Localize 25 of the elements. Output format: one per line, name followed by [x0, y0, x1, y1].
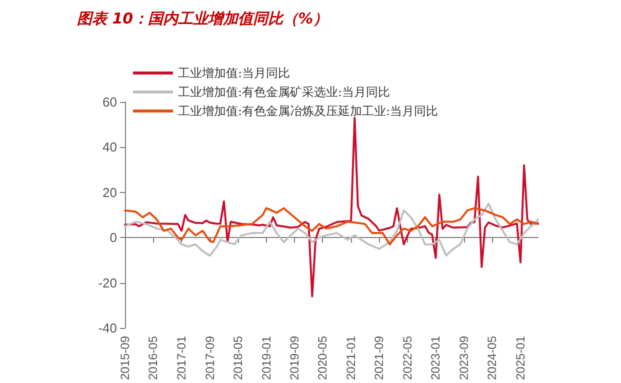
legend-label: 工业增加值:有色金属冶炼及压延加工业:当月同比 — [178, 104, 438, 118]
y-tick-label: 60 — [102, 94, 117, 110]
legend-label: 工业增加值:有色金属矿采选业:当月同比 — [178, 85, 390, 99]
y-tick-label: -20 — [98, 275, 117, 290]
x-tick-label: 2021-09 — [372, 336, 386, 380]
y-tick-label: 40 — [102, 140, 117, 155]
x-tick-label: 2023-09 — [456, 336, 471, 380]
x-tick-label: 2017-09 — [202, 336, 217, 380]
y-tick-label: 0 — [110, 230, 117, 246]
y-tick-label: 20 — [102, 184, 117, 200]
x-tick-label: 2019-01 — [259, 336, 274, 380]
y-tick-label: -40 — [98, 320, 117, 336]
x-tick-label: 2019-09 — [287, 336, 302, 380]
chart-title: 图表 10：国内工业增加值同比（%） — [77, 10, 328, 28]
x-tick-label: 2022-05 — [400, 336, 414, 380]
x-tick-label: 2018-05 — [230, 336, 245, 380]
x-tick-label: 2023-01 — [428, 336, 443, 380]
x-tick-label: 2017-01 — [174, 336, 189, 380]
x-tick-label: 2024-05 — [485, 336, 500, 380]
legend-label: 工业增加值:当月同比 — [178, 66, 290, 80]
x-tick-label: 2021-01 — [344, 336, 358, 380]
x-tick-label: 2016-05 — [146, 336, 160, 380]
x-tick-label: 2020-05 — [316, 336, 330, 380]
x-tick-label: 2025-01 — [513, 336, 528, 380]
x-tick-label: 2015-09 — [118, 336, 132, 380]
